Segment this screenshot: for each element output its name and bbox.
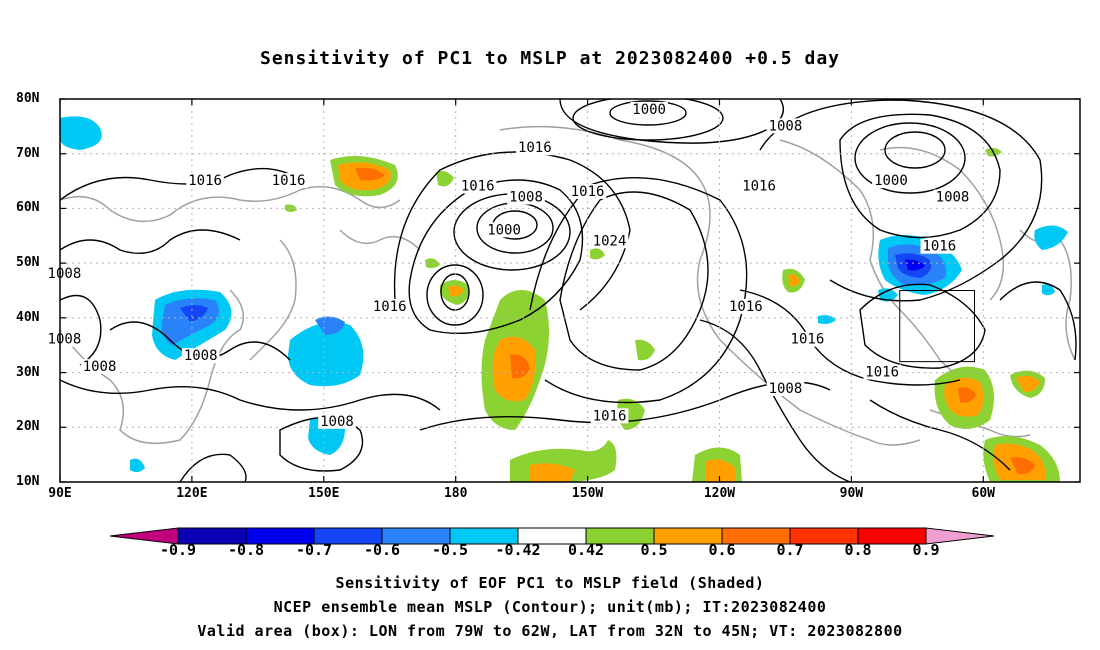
contour-label-bg [370,298,409,314]
lon-label: 90E [48,486,72,501]
contour-label-bg [181,348,220,364]
colorbar-label: -0.8 [227,541,265,559]
contour-label-bg [766,118,805,134]
contour-label-bg [45,331,84,347]
contour-label-bg [740,178,778,194]
lat-label: 70N [16,145,40,161]
lon-label: 180 [443,486,468,501]
valid-area-box [899,290,975,363]
caption-line-1: Sensitivity of EOF PC1 to MSLP field (Sh… [335,574,765,592]
colorbar-label: 0.8 [844,541,872,559]
contour-label: 1016 [272,173,306,189]
colorbar-label: 0.9 [912,541,940,559]
contour-label-bg [766,380,805,396]
map-title: Sensitivity of PC1 to MSLP at 2023082400… [259,48,840,69]
contour-label-bg [80,359,119,375]
contour-label-bg [507,189,545,205]
lat-label: 40N [16,309,40,325]
contour-label: 1016 [729,299,763,315]
contour-label: 1000 [487,222,521,238]
contour-label: 1008 [769,381,803,397]
colorbar-label: -0.42 [495,541,541,559]
contour-label-bg [788,331,827,347]
contour-label: 1016 [571,184,605,200]
contour-label: 1016 [922,239,956,255]
coastlines [60,125,1076,446]
lon-label: 120W [703,486,736,501]
caption-line-2: NCEP ensemble mean MSLP (Contour); unit(… [273,598,827,616]
lat-label: 60N [16,200,40,216]
contour-label: 1016 [188,173,222,189]
contour-label: 1008 [48,332,82,348]
contour-label: 1024 [593,233,627,249]
contour-label: 1008 [936,189,970,205]
contour-label: 1016 [518,140,552,156]
gridlines [60,99,1080,482]
contour-label-bg [590,233,629,249]
contour-label: 1000 [874,173,908,189]
colorbar-label: -0.9 [159,541,197,559]
contour-label: 1008 [320,414,354,430]
colorbar-label: -0.5 [431,541,469,559]
map-frame [59,98,1081,483]
lat-label: 20N [16,419,40,435]
contour-label-bg [568,184,607,200]
lat-label: 30N [16,364,40,380]
contour-label-bg [872,173,910,189]
colorbar-label: 0.42 [567,541,605,559]
contour-label-bg [186,173,224,189]
colorbar-label: 0.5 [640,541,668,559]
contour-label: 1016 [865,365,899,381]
lon-label: 90W [839,486,864,501]
contour-label-bg [318,413,356,429]
colorbar-high-triangle [925,527,995,545]
colorbar-label: 0.7 [776,541,804,559]
contour-label: 1008 [509,189,543,205]
contour-label: 1016 [791,332,825,348]
lat-label: 80N [16,91,40,106]
contour-label: 1016 [461,179,495,195]
colorbar-label: -0.6 [363,541,401,559]
lon-label: 150E [308,486,340,501]
contour-label: 1016 [593,408,627,424]
lat-label: 10N [16,474,40,489]
lon-label: 120E [176,486,208,501]
contour-label: 1008 [48,266,82,282]
colorbar-label: 0.6 [708,541,736,559]
lon-label: 60W [971,486,995,501]
contour-label: 1008 [184,348,218,364]
lon-label: 150W [571,486,604,501]
contour-label-bg [269,173,308,189]
contour-labels: 1000100010001008100810081008100810081008… [45,101,972,430]
contour-label: 1000 [632,102,666,118]
contour-label-bg [485,222,523,238]
contour-label-bg [45,266,84,282]
contour-label-bg [458,178,497,194]
colorbar [109,527,995,545]
contour-label-bg [516,140,554,156]
lat-label: 50N [16,255,40,271]
contour-label: 1008 [83,359,117,375]
contour-label-bg [863,364,901,380]
contour-label-bg [920,238,959,254]
contour-label: 1016 [373,299,407,315]
contour-label: 1008 [769,118,803,134]
contour-label-bg [933,189,972,205]
colorbar-label: -0.7 [295,541,333,559]
caption-line-3: Valid area (box): LON from 79W to 62W, L… [197,622,903,640]
axis-ticks [59,98,1080,483]
contour-label: 1016 [742,179,776,195]
contour-label-bg [590,408,629,424]
contour-label-bg [630,101,668,117]
contour-label-bg [727,298,765,314]
